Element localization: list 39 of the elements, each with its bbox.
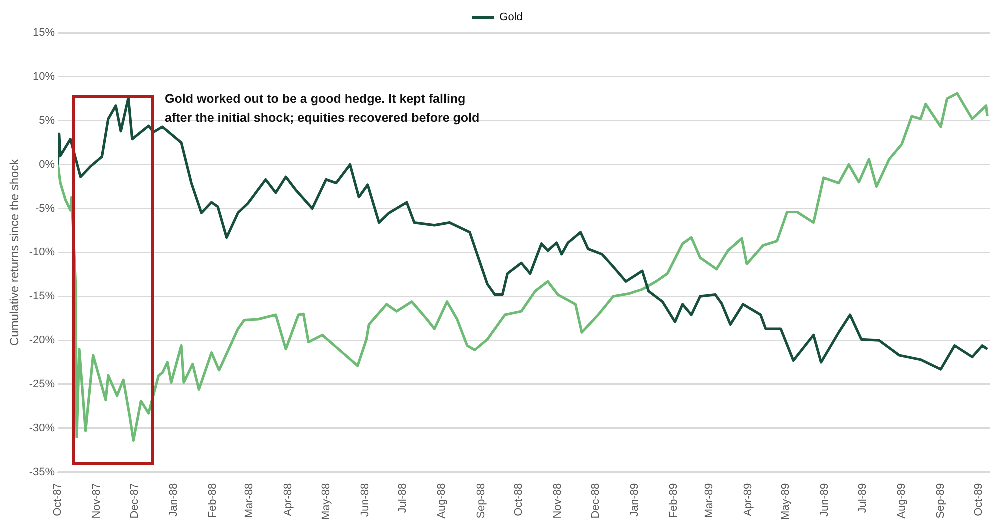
x-tick-label: May-88 — [320, 483, 332, 520]
x-tick-label: Aug-88 — [436, 483, 448, 519]
x-tick-label: Feb-89 — [668, 483, 680, 518]
y-axis-title: Cumulative returns since the shock — [8, 158, 22, 346]
x-tick-label: Mar-89 — [703, 483, 716, 518]
x-tick-label: Dec-88 — [590, 483, 602, 519]
x-tick-label: Nov-88 — [552, 483, 564, 519]
x-tick-label: Sep-88 — [475, 483, 488, 519]
x-tick-label: Oct-87 — [52, 483, 64, 516]
x-tick-label: Oct-89 — [972, 483, 985, 516]
x-tick-label: Dec-87 — [128, 483, 141, 519]
y-tick-label: -20% — [29, 334, 56, 347]
y-tick-label: 10% — [33, 70, 56, 83]
x-tick-label: Jun-89 — [819, 483, 832, 517]
x-tick-label: Jan-88 — [168, 483, 180, 517]
y-tick-label: -15% — [29, 290, 56, 303]
x-tick-label: Sep-89 — [935, 483, 947, 519]
x-tick-label: Apr-88 — [282, 483, 295, 516]
x-tick-label: Feb-88 — [207, 483, 220, 518]
legend-label: Gold — [500, 12, 523, 24]
x-tick-label: Jul-89 — [856, 483, 869, 514]
x-tick-label: May-89 — [780, 483, 792, 520]
x-tick-label: Aug-89 — [896, 483, 908, 519]
x-tick-label: Jan-89 — [628, 483, 641, 517]
y-tick-label: 15% — [33, 27, 56, 40]
y-tick-label: 0% — [39, 158, 56, 171]
y-tick-label: -25% — [29, 378, 56, 390]
y-tick-label: -5% — [36, 202, 56, 215]
annotation: Gold worked out to be a good hedge. It kept falling after the initial shock; equities recovered before gold — [165, 91, 481, 127]
y-tick-label: -35% — [29, 466, 56, 478]
y-tick-label: 5% — [39, 114, 56, 127]
x-tick-label: Jun-88 — [359, 483, 372, 517]
x-tick-label: Nov-87 — [91, 483, 104, 519]
y-tick-label: -30% — [29, 422, 56, 434]
x-tick-label: Apr-89 — [742, 483, 754, 516]
x-tick-label: Oct-88 — [513, 483, 526, 516]
x-tick-label: Mar-88 — [244, 483, 256, 518]
y-tick-label: -10% — [29, 246, 56, 259]
x-tick-label: Jul-88 — [397, 483, 410, 514]
